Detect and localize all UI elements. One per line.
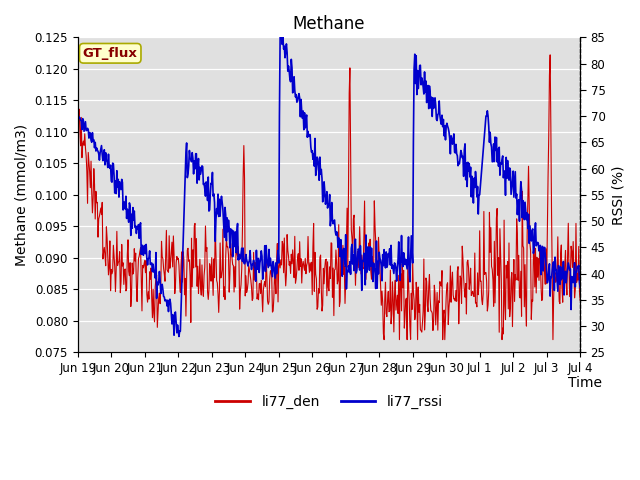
Title: Methane: Methane — [292, 15, 365, 33]
X-axis label: Time: Time — [568, 376, 602, 390]
Y-axis label: RSSI (%): RSSI (%) — [611, 165, 625, 225]
Text: GT_flux: GT_flux — [83, 47, 138, 60]
Y-axis label: Methane (mmol/m3): Methane (mmol/m3) — [15, 124, 29, 266]
Legend: li77_den, li77_rssi: li77_den, li77_rssi — [210, 389, 448, 415]
